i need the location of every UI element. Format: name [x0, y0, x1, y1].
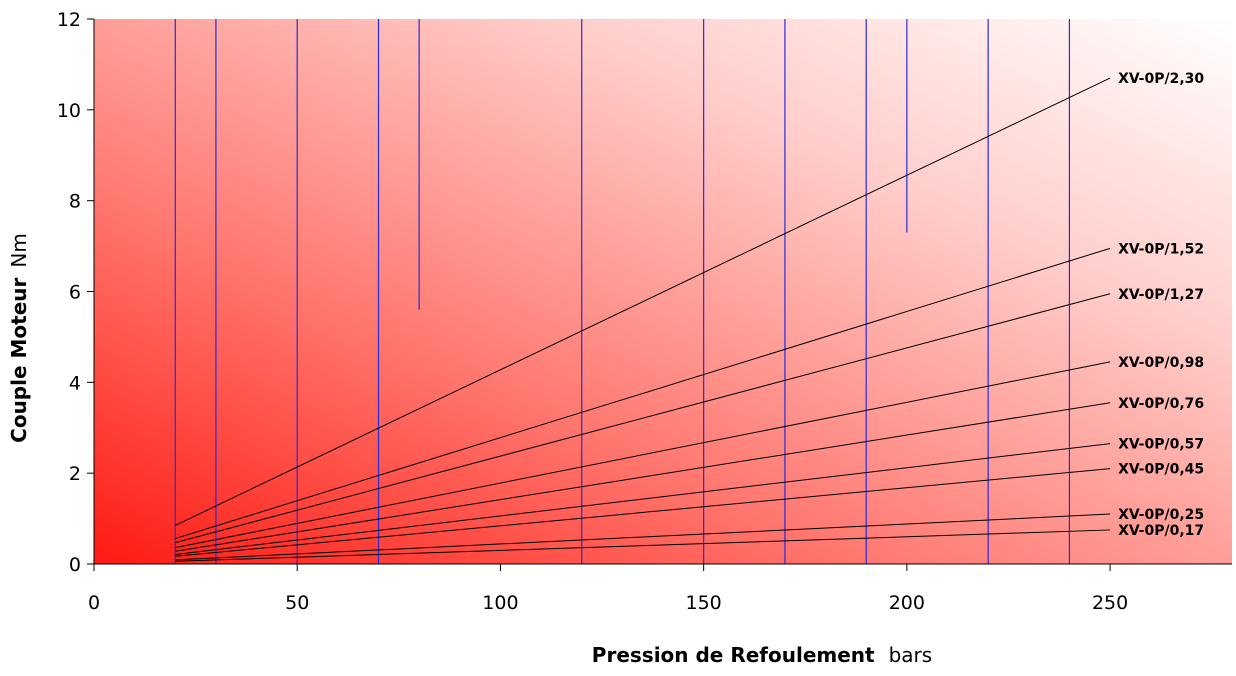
series-label-7: XV-0P/0,25 [1118, 507, 1204, 523]
y-tick-label-2: 4 [69, 372, 81, 394]
x-axis-unit: bars [889, 643, 933, 667]
y-tick-label-1: 2 [69, 463, 81, 485]
series-label-8: XV-0P/0,17 [1118, 523, 1204, 539]
series-line-2 [175, 293, 1111, 544]
y-tick-label-4: 8 [69, 191, 81, 213]
x-tick-label-1: 50 [285, 592, 309, 614]
y-axis-title: Couple Moteur Nm [7, 233, 31, 443]
series-line-4 [175, 402, 1111, 552]
x-tick-label-0: 0 [88, 592, 100, 614]
axes: 0 2 4 6 8 10 12 0 50 100 150 200 250 [57, 9, 1232, 614]
series-label-0: XV-0P/2,30 [1118, 71, 1204, 87]
y-tick-label-6: 12 [57, 9, 81, 31]
x-tick-label-2: 100 [482, 592, 518, 614]
series-label-2: XV-0P/1,27 [1118, 287, 1204, 303]
series-line-7 [175, 513, 1111, 561]
series-line-6 [175, 468, 1111, 557]
x-tick-label-5: 250 [1092, 592, 1128, 614]
series-label-1: XV-0P/1,52 [1118, 241, 1204, 257]
series-label-6: XV-0P/0,45 [1118, 462, 1204, 478]
y-axis-unit: Nm [7, 233, 31, 267]
series-lines [175, 77, 1111, 562]
series-line-8 [175, 529, 1111, 562]
x-tick-label-4: 200 [889, 592, 925, 614]
y-tick-label-5: 10 [57, 100, 81, 122]
y-tick-label-0: 0 [69, 554, 81, 576]
series-line-1 [175, 247, 1111, 540]
series-labels: XV-0P/2,30 XV-0P/1,52 XV-0P/1,27 XV-0P/0,98… [1118, 71, 1204, 539]
series-label-5: XV-0P/0,57 [1118, 437, 1204, 453]
series-label-4: XV-0P/0,76 [1118, 396, 1204, 412]
vertical-grid-lines [174, 19, 1071, 564]
series-line-5 [175, 443, 1111, 555]
x-axis-label: Pression de Refoulement [592, 643, 875, 667]
series-label-3: XV-0P/0,98 [1118, 355, 1204, 371]
y-tick-label-3: 6 [69, 282, 81, 304]
x-axis-title: Pression de Refoulement bars [592, 643, 932, 667]
y-axis-label: Couple Moteur [7, 277, 31, 442]
series-line-0 [175, 77, 1111, 526]
x-tick-label-3: 150 [686, 592, 722, 614]
series-line-3 [175, 361, 1111, 549]
